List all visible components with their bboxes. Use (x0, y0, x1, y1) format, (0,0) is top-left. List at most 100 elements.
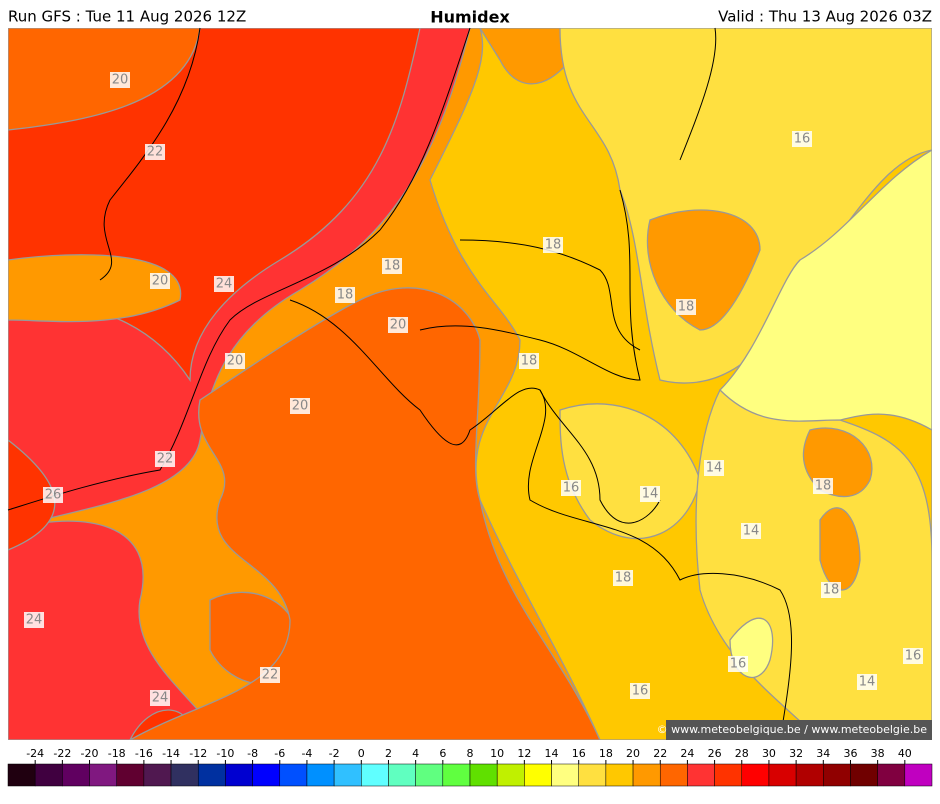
contour-label: 22 (147, 145, 164, 160)
color-swatch (197, 763, 226, 787)
tick-label: 4 (412, 747, 419, 760)
tick-label: 2 (385, 747, 392, 760)
label-box (613, 570, 633, 586)
label-box (24, 612, 44, 628)
label-box (543, 237, 563, 253)
tick-label: -20 (81, 747, 99, 760)
label-box (903, 648, 923, 664)
contour-label: 14 (743, 524, 760, 539)
tick-label: -22 (53, 747, 71, 760)
color-swatch (116, 763, 145, 787)
title: Humidex (430, 8, 510, 27)
contour-label: 20 (227, 354, 244, 369)
color-swatch (687, 763, 715, 787)
color-swatch (62, 763, 90, 787)
contour-label: 16 (730, 657, 747, 672)
tick-label: -4 (301, 747, 312, 760)
label-box (335, 287, 355, 303)
tick-label: -18 (108, 747, 126, 760)
contour-label: 18 (545, 238, 562, 253)
tick-label: -6 (274, 747, 285, 760)
color-swatch (850, 763, 878, 787)
contour-label: 14 (642, 487, 659, 502)
tick-label: -8 (247, 747, 258, 760)
label-box (640, 486, 660, 502)
contour-label: 20 (292, 399, 309, 414)
tick-label: 8 (467, 747, 474, 760)
contour-label: 14 (706, 461, 723, 476)
color-swatch (469, 763, 498, 787)
contour-label: 16 (905, 649, 922, 664)
contour-label: 20 (390, 318, 407, 333)
contour-label: 18 (337, 288, 354, 303)
label-box (676, 299, 696, 315)
tick-label: 22 (653, 747, 667, 760)
colorbar: -24 -22 -20 -18 -16 -14 -12 -10 -8 -6 -4 -2 0 2 4 6 8 10 1… (7, 747, 933, 787)
contour-label: 18 (384, 259, 401, 274)
tick-label: 16 (572, 747, 586, 760)
contour-label: 24 (152, 691, 169, 706)
color-swatch (34, 763, 63, 787)
tick-label: -16 (135, 747, 153, 760)
contour-label: 24 (26, 613, 43, 628)
label-box (260, 667, 280, 683)
color-swatch (632, 763, 661, 787)
contour-labels: 20 22 20 24 20 20 22 26 24 22 24 18 18 20 18 18 18 16 14 18… (24, 72, 923, 706)
tick-label: 6 (439, 747, 446, 760)
tick-label: 20 (626, 747, 640, 760)
color-swatch (252, 763, 281, 787)
color-swatch (279, 763, 308, 787)
label-box (225, 353, 245, 369)
color-swatch (578, 763, 607, 787)
tick-label: 28 (735, 747, 749, 760)
tick-label: 30 (762, 747, 776, 760)
tick-label: 0 (358, 747, 365, 760)
contour-label: 16 (563, 481, 580, 496)
contour-label: 16 (794, 132, 811, 147)
color-swatch (551, 763, 579, 787)
label-box (630, 683, 650, 699)
tick-label: 14 (545, 747, 559, 760)
contour-label: 18 (678, 300, 695, 315)
tick-label: -12 (189, 747, 207, 760)
label-box (519, 353, 539, 369)
color-swatch (225, 763, 253, 787)
color-swatch (496, 763, 525, 787)
copyright: © www.meteobelgique.be / www.meteobelgie… (657, 723, 928, 736)
tick-label: 34 (816, 747, 830, 760)
contour-label: 18 (823, 583, 840, 598)
valid-time: Valid : Thu 13 Aug 2026 03Z (718, 8, 932, 26)
tick-label: -2 (329, 747, 340, 760)
tick-label: -14 (162, 747, 180, 760)
contour-label: 24 (216, 277, 233, 292)
label-box (155, 451, 175, 467)
color-swatch (170, 763, 199, 787)
label-box (150, 690, 170, 706)
tick-label: 40 (898, 747, 912, 760)
color-swatch (524, 763, 552, 787)
tick-label: -24 (26, 747, 44, 760)
color-swatch (89, 763, 117, 787)
color-swatch (795, 763, 824, 787)
color-swatch (823, 763, 851, 787)
color-swatch (361, 763, 389, 787)
label-box (214, 276, 234, 292)
color-swatch (768, 763, 797, 787)
color-swatch (333, 763, 362, 787)
color-swatch (442, 763, 471, 787)
label-box (43, 487, 63, 503)
contour-label: 22 (157, 452, 174, 467)
tick-label: 36 (843, 747, 857, 760)
color-swatch (306, 763, 335, 787)
tick-label: -10 (216, 747, 234, 760)
label-box (813, 478, 833, 494)
color-swatch (143, 763, 172, 787)
tick-label: 18 (599, 747, 613, 760)
contour-label: 14 (859, 675, 876, 690)
label-box (792, 131, 812, 147)
label-box (741, 523, 761, 539)
contour-label: 26 (45, 488, 62, 503)
tick-label: 12 (517, 747, 531, 760)
contour-label: 18 (615, 571, 632, 586)
